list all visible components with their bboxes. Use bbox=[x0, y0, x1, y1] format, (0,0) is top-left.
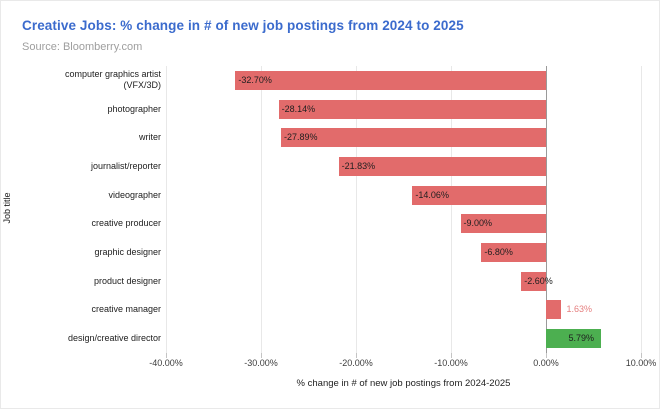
bar-value-label: 1.63% bbox=[566, 304, 593, 315]
gridline bbox=[356, 66, 357, 353]
category-label: creative producer bbox=[91, 218, 161, 229]
axis-tick-mark bbox=[641, 353, 642, 358]
y-axis-title: Job title bbox=[2, 192, 12, 224]
gridline bbox=[451, 66, 452, 353]
x-tick-label: 10.00% bbox=[625, 358, 657, 368]
bar: 1.63% bbox=[546, 300, 592, 320]
x-tick-label: -30.00% bbox=[244, 358, 278, 368]
category-label: videographer bbox=[108, 189, 161, 200]
zero-axis-line bbox=[546, 66, 547, 353]
plot-area: -32.70% -28.14% -27.89% -21.83% -14.06% -9.00… bbox=[166, 66, 642, 358]
bar: -32.70% bbox=[235, 70, 546, 90]
gridline bbox=[166, 66, 167, 353]
bar-value-label: 5.79% bbox=[568, 333, 594, 344]
bar: 5.79% bbox=[546, 329, 601, 349]
bar: -6.80% bbox=[481, 243, 546, 263]
x-tick-label: -20.00% bbox=[339, 358, 373, 368]
bar: -9.00% bbox=[460, 214, 546, 234]
category-label: graphic designer bbox=[94, 246, 161, 257]
bar-value-label: -28.14% bbox=[281, 103, 316, 114]
bar: -2.60% bbox=[521, 271, 553, 291]
category-label: computer graphics artist (VFX/3D) bbox=[64, 69, 161, 91]
x-tick-label: -40.00% bbox=[149, 358, 183, 368]
category-label: writer bbox=[139, 132, 161, 143]
axis-tick-mark bbox=[451, 353, 452, 358]
axis-tick-mark bbox=[356, 353, 357, 358]
category-label: design/creative director bbox=[67, 333, 161, 344]
chart-source: Source: Bloomberry.com bbox=[22, 41, 143, 53]
chart-title: Creative Jobs: % change in # of new job … bbox=[22, 18, 464, 33]
category-label: journalist/reporter bbox=[90, 160, 161, 171]
axis-tick-mark bbox=[546, 353, 547, 358]
category-label: creative manager bbox=[91, 304, 161, 315]
x-tick-label: -10.00% bbox=[434, 358, 468, 368]
bar: -28.14% bbox=[278, 99, 546, 119]
gridline bbox=[641, 66, 642, 353]
bar-value-label: -6.80% bbox=[484, 247, 513, 258]
bar-value-label: -14.06% bbox=[415, 189, 449, 200]
gridline bbox=[261, 66, 262, 353]
bar-value-label: -9.00% bbox=[463, 218, 493, 229]
axis-tick-mark bbox=[261, 353, 262, 358]
axis-tick-mark bbox=[166, 353, 167, 358]
bar-value-label: -32.70% bbox=[238, 74, 272, 85]
category-label: photographer bbox=[107, 103, 161, 114]
x-axis-title: % change in # of new job postings from 2… bbox=[296, 378, 511, 389]
x-tick-label: 0.00% bbox=[533, 358, 559, 368]
bar: -27.89% bbox=[281, 128, 546, 148]
category-label: product designer bbox=[93, 275, 161, 286]
bar-value-label: -27.89% bbox=[284, 132, 318, 143]
bar: -21.83% bbox=[338, 156, 546, 176]
category-axis-labels: computer graphics artist (VFX/3D) photogr… bbox=[49, 66, 161, 353]
bar-value-label: -21.83% bbox=[341, 160, 376, 171]
bar: -14.06% bbox=[412, 185, 546, 205]
bar-value-label: -2.60% bbox=[524, 275, 553, 286]
